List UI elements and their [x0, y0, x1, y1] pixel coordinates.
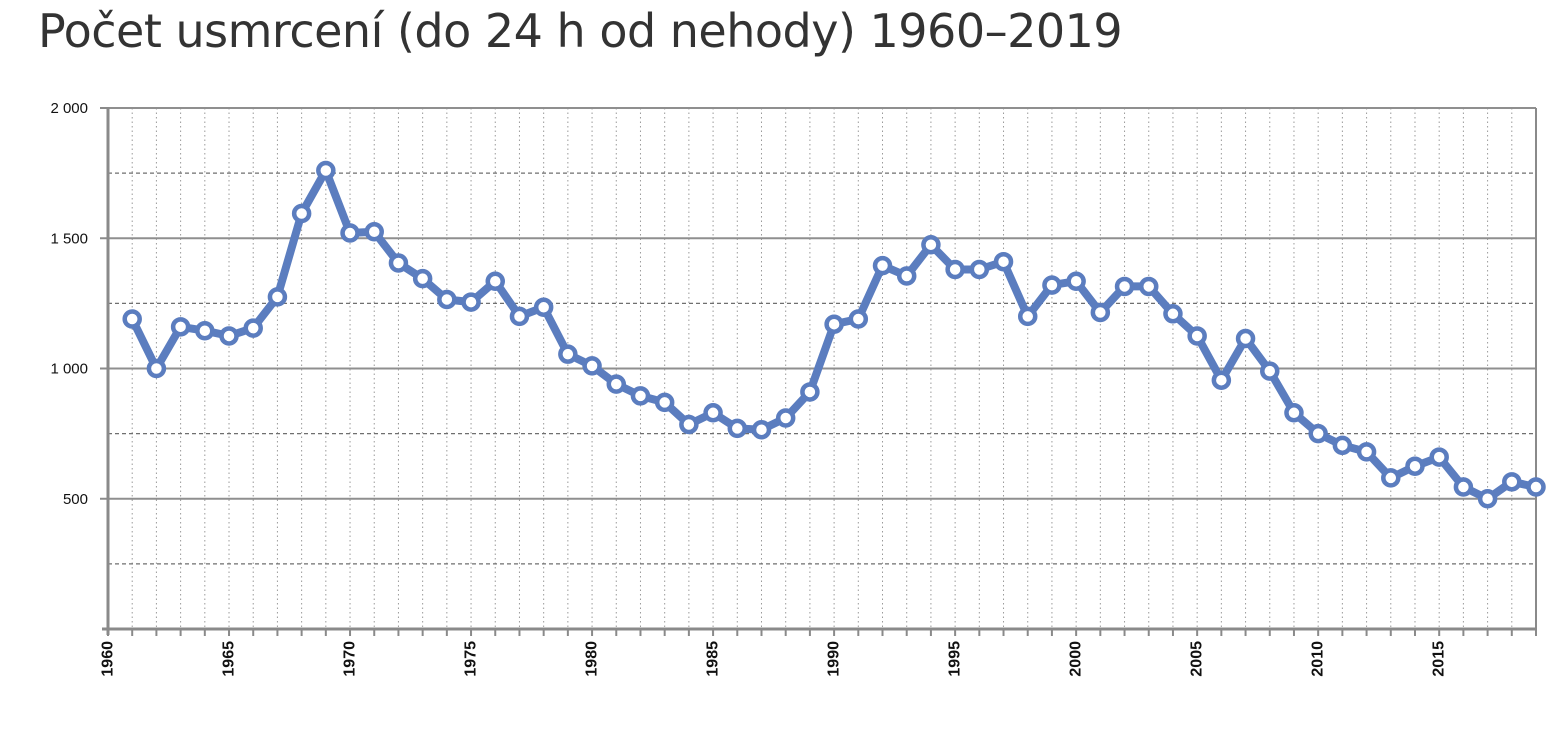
x-tick-label: 2015 [1431, 641, 1448, 677]
data-point [1042, 275, 1062, 295]
x-tick-label: 1975 [463, 641, 480, 677]
data-point [1453, 477, 1474, 497]
x-tick-label: 1985 [705, 641, 722, 677]
x-tick-label: 1980 [584, 641, 601, 677]
data-point [1381, 468, 1401, 488]
x-tick-label: 2000 [1068, 641, 1085, 677]
x-tick-label: 1970 [342, 641, 359, 677]
data-point [824, 314, 844, 334]
data-point [340, 223, 360, 243]
data-point [1163, 304, 1183, 324]
y-tick-label: 1 000 [50, 361, 88, 378]
data-point [630, 386, 651, 406]
data-point [1066, 271, 1086, 291]
series-line [128, 166, 1540, 503]
data-point [1114, 276, 1135, 297]
data-point [727, 418, 748, 439]
data-point [1356, 442, 1377, 462]
y-axis-ticks: 500 1 000 1 500 2 000 [50, 100, 108, 508]
data-point [1235, 328, 1256, 349]
data-point [267, 287, 288, 307]
data-point [896, 266, 917, 286]
data-point [461, 292, 481, 312]
data-point [1017, 306, 1038, 327]
data-point [1405, 456, 1425, 476]
data-point [921, 235, 941, 255]
x-axis-ticks: 1960 1965 1970 1975 1980 1985 1990 1995 2000 2005… [100, 629, 1537, 677]
y-tick-label: 1 500 [50, 230, 88, 247]
data-point [993, 251, 1014, 272]
data-point [1502, 472, 1522, 492]
data-point [582, 356, 602, 376]
data-point [945, 259, 965, 280]
data-point [1429, 447, 1449, 467]
data-point [1477, 489, 1498, 509]
data-point [1308, 423, 1328, 444]
data-point [316, 160, 336, 181]
data-point [1211, 370, 1232, 390]
data-point [848, 309, 869, 329]
data-point [364, 221, 384, 242]
x-tick-label: 1960 [100, 641, 117, 677]
data-point [654, 392, 675, 413]
grid [108, 107, 1537, 629]
data-point [751, 419, 772, 440]
chart-title: Počet usmrcení (do 24 h od nehody) 1960–… [38, 4, 1123, 58]
x-tick-label: 1965 [221, 641, 238, 677]
data-point [412, 268, 433, 289]
x-tick-label: 1990 [826, 641, 843, 677]
y-tick-label: 500 [63, 491, 88, 508]
data-point [170, 317, 191, 337]
data-point [1187, 326, 1207, 346]
x-tick-label: 2010 [1310, 641, 1327, 677]
data-point [1284, 403, 1304, 423]
data-point [219, 326, 239, 346]
data-point [1526, 477, 1546, 497]
axes [102, 107, 1537, 635]
data-point [969, 259, 990, 280]
y-tick-label: 2 000 [50, 100, 88, 117]
data-point [1090, 302, 1111, 323]
data-point [533, 297, 554, 318]
data-point [1138, 276, 1159, 297]
data-point [122, 309, 142, 329]
data-point [703, 403, 723, 423]
data-point [679, 414, 699, 435]
data-point [775, 408, 796, 428]
data-point [243, 318, 263, 338]
x-tick-label: 1995 [947, 641, 964, 677]
data-point [437, 289, 457, 310]
x-tick-label: 2005 [1189, 641, 1206, 677]
data-point [872, 255, 893, 276]
series-points [122, 160, 1546, 509]
data-point [509, 306, 530, 327]
data-point [146, 358, 167, 379]
data-point [291, 203, 312, 224]
data-point [1260, 361, 1280, 381]
data-point [800, 382, 820, 402]
data-point [606, 374, 627, 394]
data-point [388, 253, 409, 273]
data-point [558, 344, 578, 364]
series-path [128, 166, 1540, 503]
data-point [485, 271, 506, 291]
data-point [195, 320, 215, 341]
data-point [1332, 435, 1353, 456]
